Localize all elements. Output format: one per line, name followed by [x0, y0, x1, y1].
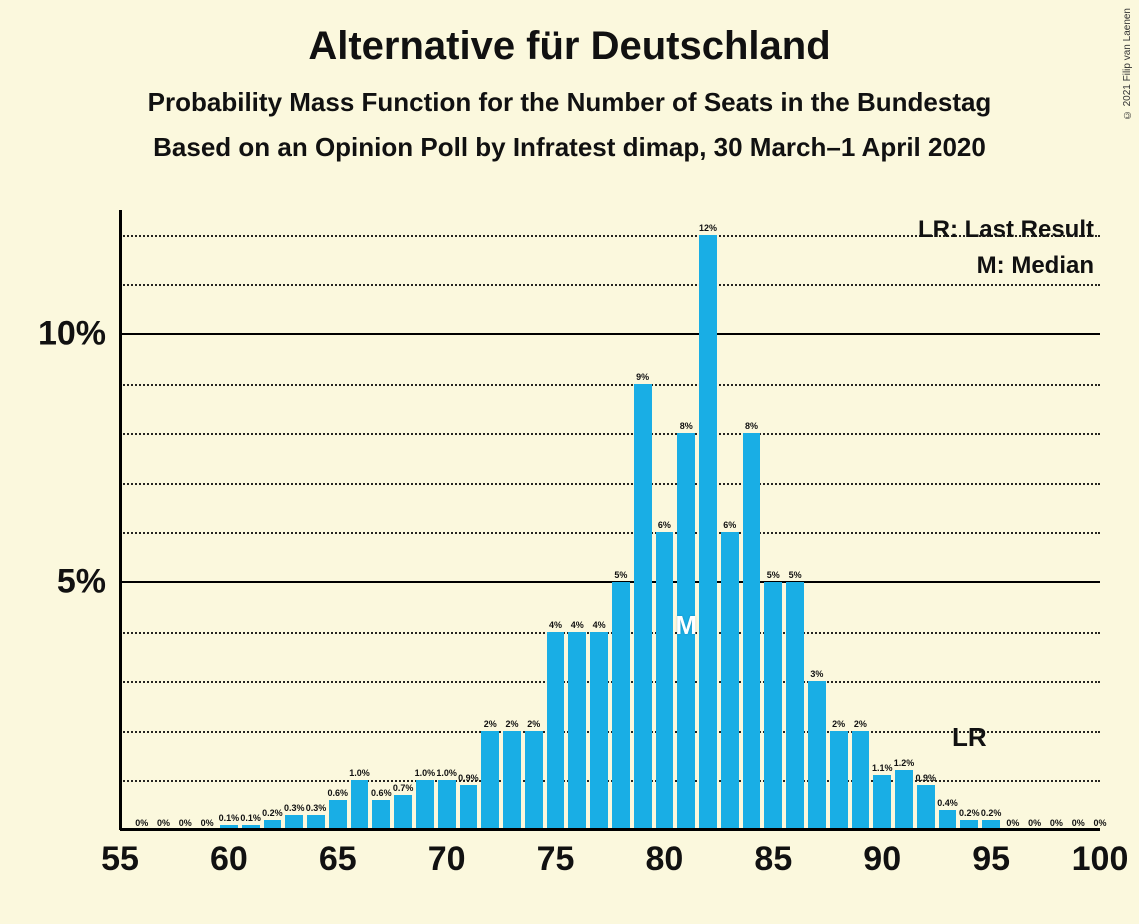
bar: 8% [743, 433, 761, 830]
bar-value-label: 1.2% [894, 758, 915, 770]
bar-value-label: 0.1% [219, 813, 240, 825]
bar: 2% [830, 731, 848, 830]
chart-title: Alternative für Deutschland [0, 0, 1139, 69]
x-tick-label: 70 [428, 830, 466, 879]
bar-value-label: 0.2% [959, 808, 980, 820]
last-result-marker: LR [952, 722, 987, 753]
bar-value-label: 1.0% [349, 768, 370, 780]
bar-value-label: 12% [699, 223, 717, 235]
x-tick-label: 55 [101, 830, 139, 879]
bar: 12% [699, 235, 717, 830]
grid-minor [120, 384, 1100, 386]
grid-major [120, 581, 1100, 583]
y-axis [119, 210, 122, 830]
bar-value-label: 4% [571, 620, 584, 632]
bar: 1.0% [416, 780, 434, 830]
bar: 2% [525, 731, 543, 830]
grid-minor [120, 433, 1100, 435]
bar: 9% [634, 384, 652, 830]
bar: 2% [503, 731, 521, 830]
grid-minor [120, 284, 1100, 286]
bar: 1.0% [438, 780, 456, 830]
bar: 6% [656, 532, 674, 830]
x-tick-label: 85 [754, 830, 792, 879]
grid-minor [120, 681, 1100, 683]
bar: 1.2% [895, 770, 913, 830]
bar-value-label: 2% [854, 719, 867, 731]
x-axis [120, 828, 1100, 831]
bar-value-label: 2% [527, 719, 540, 731]
bar-value-label: 1.1% [872, 763, 893, 775]
bar: 5% [612, 582, 630, 830]
bar-value-label: 0.9% [916, 773, 937, 785]
median-marker: M [675, 610, 697, 641]
bar: 4% [590, 632, 608, 830]
bar: 0.6% [329, 800, 347, 830]
bar-value-label: 2% [505, 719, 518, 731]
bar: 0.9% [460, 785, 478, 830]
x-tick-label: 60 [210, 830, 248, 879]
bar: 3% [808, 681, 826, 830]
bar: 4% [547, 632, 565, 830]
x-tick-label: 65 [319, 830, 357, 879]
bar-value-label: 6% [658, 520, 671, 532]
bar: 1.0% [351, 780, 369, 830]
bar: 4% [568, 632, 586, 830]
copyright-text: © 2021 Filip van Laenen [1122, 8, 1133, 120]
bar-value-label: 6% [723, 520, 736, 532]
y-tick-label: 5% [57, 563, 120, 602]
bar-value-label: 8% [745, 421, 758, 433]
grid-minor [120, 483, 1100, 485]
bar-value-label: 5% [789, 570, 802, 582]
bar-value-label: 0.2% [262, 808, 283, 820]
bar: 2% [481, 731, 499, 830]
grid-minor [120, 632, 1100, 634]
grid-major [120, 333, 1100, 335]
bar-value-label: 9% [636, 372, 649, 384]
bar-value-label: 3% [810, 669, 823, 681]
legend-lr: LR: Last Result [918, 216, 1094, 244]
bar-value-label: 0.4% [937, 798, 958, 810]
bar-value-label: 0.2% [981, 808, 1002, 820]
bar: 5% [786, 582, 804, 830]
x-tick-label: 90 [863, 830, 901, 879]
bar: 6% [721, 532, 739, 830]
bar-value-label: 4% [593, 620, 606, 632]
y-tick-label: 10% [38, 315, 120, 354]
bar: 0.9% [917, 785, 935, 830]
bar: 0.6% [372, 800, 390, 830]
x-tick-label: 100 [1072, 830, 1129, 879]
x-tick-label: 75 [537, 830, 575, 879]
bar-value-label: 1.0% [436, 768, 457, 780]
bar: 0.7% [394, 795, 412, 830]
bar: 1.1% [873, 775, 891, 830]
bar-value-label: 0.9% [458, 773, 479, 785]
x-tick-label: 80 [646, 830, 684, 879]
pmf-bar-chart: 5%10%0%0%0%0%0.1%0.1%0.2%0.3%0.3%0.6%1.0… [120, 210, 1100, 830]
bar: 5% [764, 582, 782, 830]
bar-value-label: 5% [767, 570, 780, 582]
bar-value-label: 1.0% [415, 768, 436, 780]
bar-value-label: 0.6% [371, 788, 392, 800]
bar-value-label: 0.7% [393, 783, 414, 795]
bar-value-label: 0.3% [306, 803, 327, 815]
bar-value-label: 5% [614, 570, 627, 582]
bar-value-label: 4% [549, 620, 562, 632]
legend-median: M: Median [977, 252, 1094, 280]
grid-minor [120, 780, 1100, 782]
bar-value-label: 0.1% [240, 813, 261, 825]
x-tick-label: 95 [972, 830, 1010, 879]
bar-value-label: 2% [832, 719, 845, 731]
bar-value-label: 2% [484, 719, 497, 731]
plot-area: 5%10%0%0%0%0%0.1%0.1%0.2%0.3%0.3%0.6%1.0… [120, 210, 1100, 830]
bar-value-label: 8% [680, 421, 693, 433]
grid-minor [120, 532, 1100, 534]
chart-subtitle-2: Based on an Opinion Poll by Infratest di… [0, 132, 1139, 163]
bar: 2% [852, 731, 870, 830]
chart-subtitle-1: Probability Mass Function for the Number… [0, 87, 1139, 118]
bar-value-label: 0.6% [328, 788, 349, 800]
bar-value-label: 0.3% [284, 803, 305, 815]
